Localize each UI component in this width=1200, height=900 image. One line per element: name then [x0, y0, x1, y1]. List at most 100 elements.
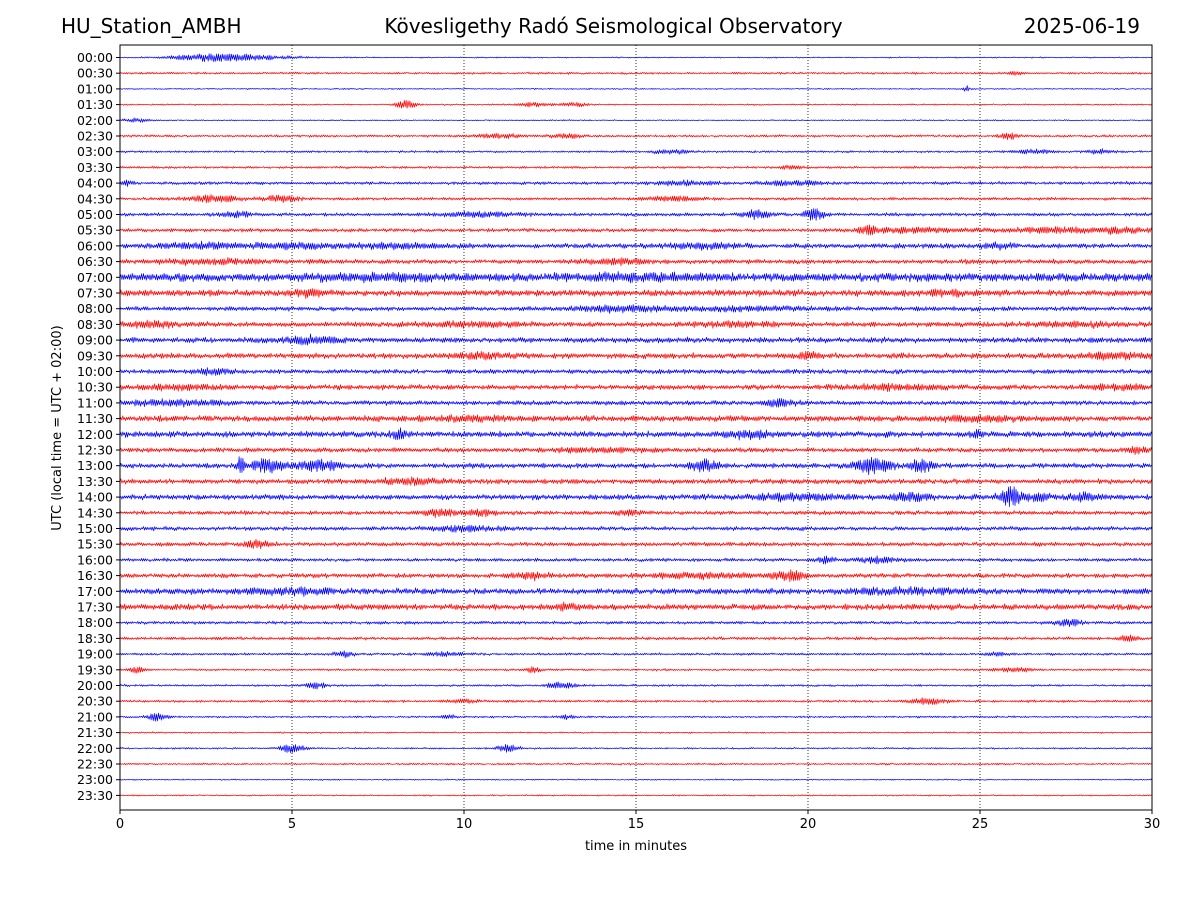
trace-2100: [119, 712, 1153, 722]
y-tick-label-1500: 15:00: [77, 521, 113, 536]
trace-0530: [119, 224, 1153, 236]
trace-0830: [119, 319, 1153, 330]
y-tick-label-0800: 08:00: [77, 301, 113, 316]
x-tick-label-15: 15: [628, 817, 645, 832]
y-tick-label-1000: 10:00: [77, 364, 113, 379]
trace-1930: [119, 666, 1153, 674]
trace-2000: [119, 681, 1153, 690]
trace-0330: [119, 164, 1153, 170]
trace-0100: [119, 85, 1153, 92]
seismic-traces: [119, 53, 1153, 797]
trace-0930: [119, 350, 1153, 361]
trace-0630: [119, 257, 1153, 267]
chart-date: 2025-06-19: [1023, 14, 1140, 38]
y-tick-label-2330: 23:30: [77, 788, 113, 803]
trace-0200: [119, 117, 1153, 123]
y-tick-label-0030: 00:30: [77, 66, 113, 81]
y-tick-label-0000: 00:00: [77, 50, 113, 65]
y-tick-label-0500: 05:00: [77, 207, 113, 222]
y-tick-label-0300: 03:00: [77, 144, 113, 159]
trace-1630: [119, 569, 1153, 583]
trace-1430: [119, 508, 1153, 519]
y-tick-label-1900: 19:00: [77, 647, 113, 662]
vertical-grid: [291, 45, 981, 810]
trace-1530: [119, 538, 1153, 550]
trace-1100: [119, 397, 1153, 408]
trace-0730: [119, 288, 1153, 299]
x-tick-label-30: 30: [1144, 817, 1161, 832]
y-tick-label-0130: 01:30: [77, 97, 113, 112]
y-tick-label-0730: 07:30: [77, 286, 113, 301]
y-tick-label-0330: 03:30: [77, 160, 113, 175]
y-tick-label-1130: 11:30: [77, 411, 113, 426]
y-tick-label-0700: 07:00: [77, 270, 113, 285]
trace-0430: [119, 194, 1153, 204]
trace-1700: [119, 585, 1153, 597]
y-tick-label-0230: 02:30: [77, 129, 113, 144]
trace-1500: [119, 524, 1153, 533]
trace-1900: [119, 650, 1153, 659]
trace-0300: [119, 148, 1153, 155]
y-tick-label-0600: 06:00: [77, 238, 113, 253]
trace-1330: [119, 476, 1153, 487]
trace-2300: [119, 778, 1153, 781]
trace-0600: [119, 240, 1153, 251]
trace-2130: [119, 731, 1153, 734]
y-tick-label-1330: 13:30: [77, 474, 113, 489]
y-tick-label-2300: 23:00: [77, 772, 113, 787]
y-tick-label-0100: 01:00: [77, 81, 113, 96]
trace-1730: [119, 601, 1153, 612]
trace-0230: [119, 132, 1153, 140]
x-tick-label-0: 0: [116, 817, 124, 832]
y-tick-label-2230: 22:30: [77, 757, 113, 772]
trace-0700: [119, 271, 1153, 284]
trace-0400: [119, 179, 1153, 187]
y-tick-label-1030: 10:30: [77, 380, 113, 395]
plot-frame: [119, 44, 1153, 811]
trace-1830: [119, 634, 1153, 642]
trace-0800: [119, 304, 1153, 314]
trace-1300: [119, 456, 1153, 476]
y-axis-label: UTC (local time = UTC + 02:00): [50, 325, 65, 530]
x-tick-label-25: 25: [972, 817, 989, 832]
station-name: HU_Station_AMBH: [61, 14, 242, 38]
trace-0000: [119, 53, 1153, 63]
x-tick-labels: 0 5 10 15 20 25 30: [116, 810, 1160, 832]
y-tick-label-2130: 21:30: [77, 725, 113, 740]
y-tick-label-1430: 14:30: [77, 505, 113, 520]
y-tick-label-1200: 12:00: [77, 427, 113, 442]
trace-2330: [119, 794, 1153, 797]
y-tick-label-1600: 16:00: [77, 552, 113, 567]
y-tick-label-1730: 17:30: [77, 600, 113, 615]
trace-0500: [119, 208, 1153, 221]
y-tick-label-0630: 06:30: [77, 254, 113, 269]
trace-0130: [119, 100, 1153, 109]
x-axis-label: time in minutes: [585, 839, 687, 854]
y-tick-label-1530: 15:30: [77, 537, 113, 552]
trace-1000: [119, 367, 1153, 377]
y-tick-label-0530: 05:30: [77, 223, 113, 238]
trace-0030: [119, 71, 1153, 76]
y-tick-label-0430: 04:30: [77, 191, 113, 206]
y-tick-label-0830: 08:30: [77, 317, 113, 332]
y-tick-label-1300: 13:00: [77, 458, 113, 473]
trace-2230: [119, 762, 1153, 766]
x-tick-label-10: 10: [456, 817, 473, 832]
x-tick-label-5: 5: [288, 817, 296, 832]
y-tick-label-1830: 18:30: [77, 631, 113, 646]
trace-0900: [119, 333, 1153, 346]
y-tick-label-0900: 09:00: [77, 333, 113, 348]
y-tick-label-0400: 04:00: [77, 176, 113, 191]
y-tick-label-0930: 09:30: [77, 348, 113, 363]
trace-1030: [119, 382, 1153, 392]
y-tick-label-2030: 20:30: [77, 694, 113, 709]
y-tick-label-2100: 21:00: [77, 709, 113, 724]
y-tick-label-1230: 12:30: [77, 443, 113, 458]
y-tick-label-1630: 16:30: [77, 568, 113, 583]
trace-1130: [119, 414, 1153, 424]
trace-2030: [119, 697, 1153, 706]
chart-title: Kövesligethy Radó Seismological Observat…: [384, 14, 843, 38]
y-tick-label-1700: 17:00: [77, 584, 113, 599]
y-tick-label-1400: 14:00: [77, 490, 113, 505]
